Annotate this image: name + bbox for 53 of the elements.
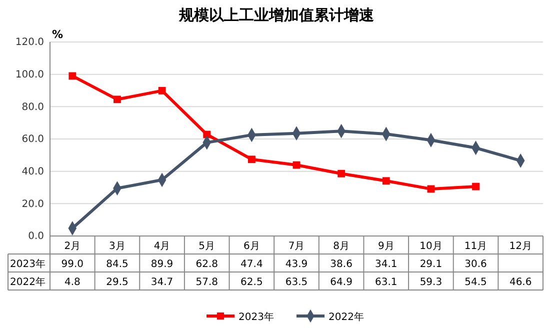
data-label: 38.6: [330, 259, 352, 270]
point: [114, 96, 121, 104]
data-label: 62.8: [196, 259, 218, 270]
x-tick-label: 9月: [378, 241, 394, 252]
data-label: 57.8: [196, 277, 218, 288]
point: [158, 86, 166, 94]
data-label: 4.8: [64, 277, 80, 288]
point: [68, 72, 76, 80]
y-tick-label: 20.0: [22, 198, 44, 210]
data-label: 47.4: [240, 259, 263, 270]
y-tick-label: 0.0: [28, 231, 44, 242]
x-tick-label: 4月: [154, 241, 170, 252]
data-label: 34.1: [375, 259, 398, 270]
data-label: 64.9: [330, 277, 352, 288]
data-label: 89.9: [150, 259, 174, 270]
data-label: 84.5: [106, 259, 128, 270]
legend-label: 2022年: [328, 311, 364, 323]
x-tick-label: 7月: [288, 241, 305, 252]
point: [338, 170, 346, 178]
text: 2023年: [10, 259, 46, 270]
data-label: 29.5: [106, 277, 128, 288]
y-tick-label: 60.0: [22, 134, 44, 146]
x-tick-label: 2月: [64, 241, 81, 252]
y-axis-title: %: [52, 28, 64, 41]
point: [248, 156, 256, 164]
x-tick-label: 5月: [198, 241, 216, 252]
data-label: 62.5: [240, 277, 263, 288]
data-label: 29.1: [420, 259, 442, 270]
data-label: 30.6: [464, 259, 487, 270]
data-label: 63.5: [285, 277, 308, 288]
point: [427, 185, 435, 193]
x-tick-label: 8月: [333, 241, 350, 252]
x-tick-label: 6月: [243, 241, 260, 252]
data-label: 43.9: [285, 259, 308, 270]
data-label: 59.3: [420, 277, 442, 288]
point: [472, 182, 480, 190]
data-label: 63.1: [375, 277, 398, 288]
x-tick-label: 12月: [509, 241, 532, 252]
y-tick-label: 80.0: [22, 102, 44, 113]
x-tick-label: 3月: [109, 241, 126, 252]
data-label: 46.6: [509, 277, 532, 288]
text: 2022年: [10, 277, 46, 288]
y-tick-label: 100.0: [15, 70, 44, 81]
chart-title: 规模以上工业增加值累计增速: [178, 6, 375, 24]
y-tick-label: 40.0: [22, 166, 44, 178]
data-label: 54.5: [464, 277, 487, 288]
data-label: 99.0: [61, 259, 84, 270]
point: [382, 177, 390, 185]
x-tick-label: 11月: [464, 241, 488, 252]
x-tick-label: 10月: [420, 241, 442, 252]
y-tick-label: 120.0: [15, 37, 44, 48]
legend-label: 2023年: [238, 311, 274, 323]
data-label: 34.7: [150, 277, 174, 288]
